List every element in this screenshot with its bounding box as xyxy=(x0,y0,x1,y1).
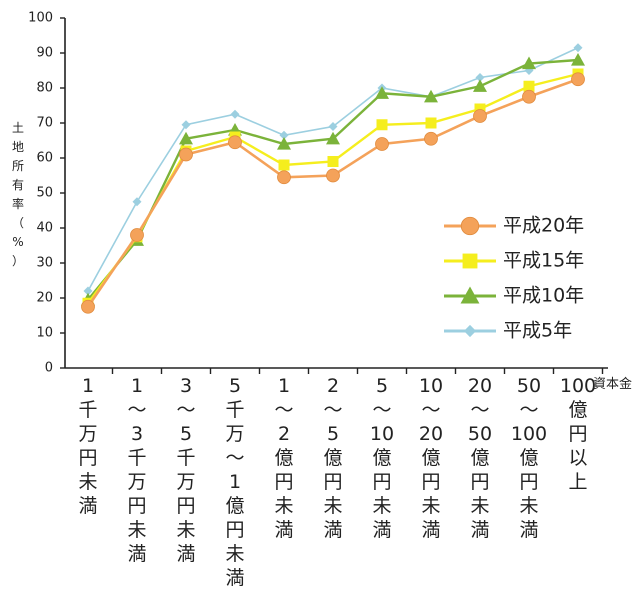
data-point xyxy=(571,53,585,66)
y-tick-label: 100 xyxy=(28,11,53,26)
data-point xyxy=(523,80,535,92)
data-point xyxy=(130,228,144,242)
y-axis: 0 10 20 30 40 50 60 70 80 90 100 xyxy=(28,11,66,376)
legend-label: 平成20年 xyxy=(503,215,584,237)
data-point xyxy=(462,253,478,269)
x-tick-label: 2 〜 5 億円未満 xyxy=(323,375,342,541)
data-point xyxy=(424,89,438,103)
legend-item: 平成20年 xyxy=(444,215,584,237)
x-axis: 1 千万円未満 1 〜 3 千万円未満 3 〜 5 千万円未満 5 千万〜 1 億円未満 1 〜 2 億円未満 2 〜… xyxy=(65,367,608,589)
y-tick-label: 70 xyxy=(36,116,53,131)
data-point xyxy=(132,197,142,207)
x-tick-label: 3 〜 5 千万円未満 xyxy=(176,375,195,565)
data-point xyxy=(328,122,338,131)
y-tick-label: 50 xyxy=(36,186,53,201)
x-tick-label: 1 〜 2 億円未満 xyxy=(274,375,293,541)
y-axis-title: 土地所有率（%） xyxy=(12,121,24,268)
data-point xyxy=(326,131,340,145)
x-tick-label: 1 〜 3 千万円未満 xyxy=(127,375,146,565)
legend-label: 平成5年 xyxy=(503,320,572,342)
x-tick-label: 5 〜 10 億円未満 xyxy=(370,375,394,541)
y-tick-label: 40 xyxy=(36,221,53,236)
data-point xyxy=(277,170,291,185)
data-point xyxy=(475,73,485,82)
data-point xyxy=(181,120,191,130)
data-point xyxy=(474,103,486,115)
x-tick-label: 10 〜 20 億円未満 xyxy=(419,375,443,541)
data-point xyxy=(463,324,477,338)
legend-item: 平成5年 xyxy=(444,320,572,342)
x-tick-label: 100 億円以上 xyxy=(560,375,596,493)
data-point xyxy=(277,137,291,150)
data-point xyxy=(473,79,487,92)
data-point xyxy=(376,119,388,131)
data-point xyxy=(425,117,437,129)
x-tick-label: 20 〜 50 億円未満 xyxy=(468,375,492,541)
data-point xyxy=(424,131,438,146)
x-tick-label: 5 千万〜 1 億円未満 xyxy=(225,375,244,589)
y-tick-label: 20 xyxy=(36,291,53,306)
axis-labels: 土地所有率（%） 資本金 xyxy=(12,121,632,392)
data-point xyxy=(473,109,487,123)
data-point xyxy=(228,135,242,150)
data-point xyxy=(571,72,585,87)
data-point xyxy=(179,131,193,145)
y-tick-label: 10 xyxy=(36,326,53,341)
data-point xyxy=(375,86,389,99)
data-point xyxy=(327,156,339,167)
data-point xyxy=(179,147,193,162)
data-point xyxy=(279,130,289,140)
series-line xyxy=(86,78,579,308)
x-tick-label: 50 〜 100 億円未満 xyxy=(511,375,547,541)
y-tick-label: 80 xyxy=(36,81,53,96)
y-tick-label: 60 xyxy=(36,151,53,166)
y-tick-label: 90 xyxy=(36,46,53,61)
data-point xyxy=(81,299,95,314)
x-axis-title: 資本金 xyxy=(593,376,632,392)
data-point xyxy=(460,216,480,236)
data-point xyxy=(83,286,93,296)
series-0 xyxy=(81,72,585,314)
data-point xyxy=(522,56,536,70)
legend-item: 平成15年 xyxy=(444,250,584,272)
legend-label: 平成10年 xyxy=(503,285,584,307)
data-point xyxy=(326,168,340,183)
data-point xyxy=(230,109,240,119)
data-point xyxy=(278,159,290,171)
data-point xyxy=(460,286,480,304)
x-tick-label: 1 千万円未満 xyxy=(78,375,97,517)
y-tick-label: 30 xyxy=(36,256,53,271)
data-point xyxy=(573,43,583,53)
data-point xyxy=(375,137,389,151)
y-tick-label: 0 xyxy=(45,361,53,376)
data-point xyxy=(522,89,536,104)
series-layer xyxy=(81,43,585,314)
legend-item: 平成10年 xyxy=(444,285,584,307)
legend-label: 平成15年 xyxy=(503,250,584,272)
